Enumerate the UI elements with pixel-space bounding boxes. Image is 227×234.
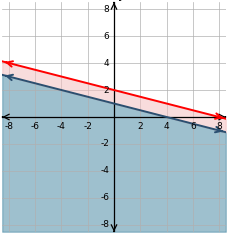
Text: -8: -8 — [4, 122, 13, 131]
Text: 6: 6 — [189, 122, 195, 131]
Text: 4: 4 — [103, 58, 109, 68]
Text: 8: 8 — [103, 5, 109, 14]
Text: -6: -6 — [30, 122, 39, 131]
Text: -2: -2 — [83, 122, 92, 131]
Text: -6: -6 — [100, 194, 109, 202]
Text: -4: -4 — [100, 166, 109, 176]
Text: y: y — [117, 0, 125, 1]
Text: 4: 4 — [163, 122, 169, 131]
Text: -8: -8 — [100, 220, 109, 229]
Text: 2: 2 — [137, 122, 143, 131]
Text: -4: -4 — [57, 122, 66, 131]
Text: -2: -2 — [100, 139, 109, 149]
Text: 2: 2 — [103, 85, 109, 95]
Text: 6: 6 — [103, 32, 109, 40]
Text: 8: 8 — [215, 122, 221, 131]
